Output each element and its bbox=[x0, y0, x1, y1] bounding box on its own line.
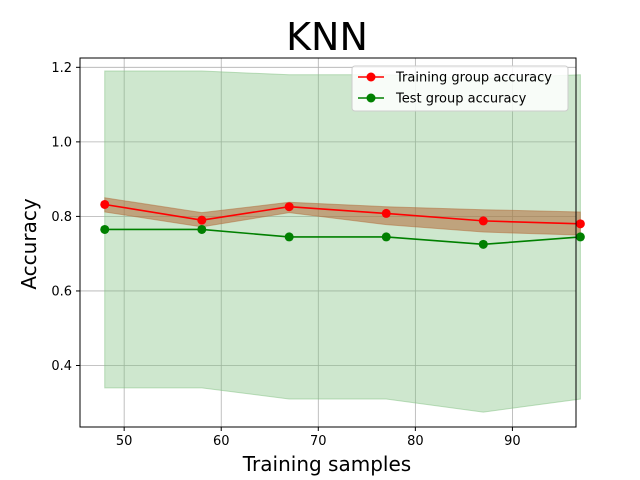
x-tick-label: 80 bbox=[407, 434, 424, 449]
legend-training-label: Training group accuracy bbox=[395, 71, 552, 86]
training-accuracy-line bbox=[104, 203, 581, 225]
test-accuracy-point bbox=[100, 224, 110, 234]
x-tick-label: 60 bbox=[213, 434, 230, 449]
y-tick-label: 0.4 bbox=[51, 359, 72, 374]
training-accuracy-point bbox=[381, 208, 391, 218]
y-tick-label: 0.8 bbox=[51, 210, 72, 225]
test-accuracy-point bbox=[197, 224, 207, 234]
chart-title: KNN bbox=[286, 15, 368, 59]
training-accuracy-point bbox=[284, 202, 294, 212]
training-accuracy-point bbox=[575, 219, 585, 229]
y-tick-label: 1.2 bbox=[51, 61, 72, 76]
x-axis-label: Training samples bbox=[242, 452, 411, 476]
training-accuracy-point bbox=[100, 199, 110, 209]
test-accuracy-point bbox=[381, 232, 391, 242]
y-tick-label: 1.0 bbox=[51, 135, 72, 150]
legend-test-marker bbox=[366, 93, 376, 103]
x-tick-label: 70 bbox=[310, 434, 327, 449]
test-accuracy-point bbox=[284, 232, 294, 242]
test-accuracy-point bbox=[575, 232, 585, 242]
legend: Training group accuracy Test group accura… bbox=[351, 65, 569, 112]
plot-frame bbox=[79, 57, 577, 428]
legend-box bbox=[351, 65, 569, 112]
training-accuracy-point bbox=[197, 215, 207, 225]
legend-training-marker bbox=[366, 72, 376, 82]
legend-test-label: Test group accuracy bbox=[395, 92, 527, 107]
training-accuracy-point bbox=[478, 216, 488, 226]
x-tick-label: 90 bbox=[504, 434, 521, 449]
y-axis-label: Accuracy bbox=[17, 198, 41, 289]
test-accuracy-band bbox=[104, 70, 581, 413]
test-accuracy-line bbox=[104, 228, 581, 246]
plot-area: 50 60 70 80 90 0.4 0.6 0.8 1.0 1.2 bbox=[51, 57, 585, 449]
x-tick-label: 50 bbox=[116, 434, 133, 449]
y-tick-label: 0.6 bbox=[51, 284, 72, 299]
test-accuracy-point bbox=[478, 239, 488, 249]
